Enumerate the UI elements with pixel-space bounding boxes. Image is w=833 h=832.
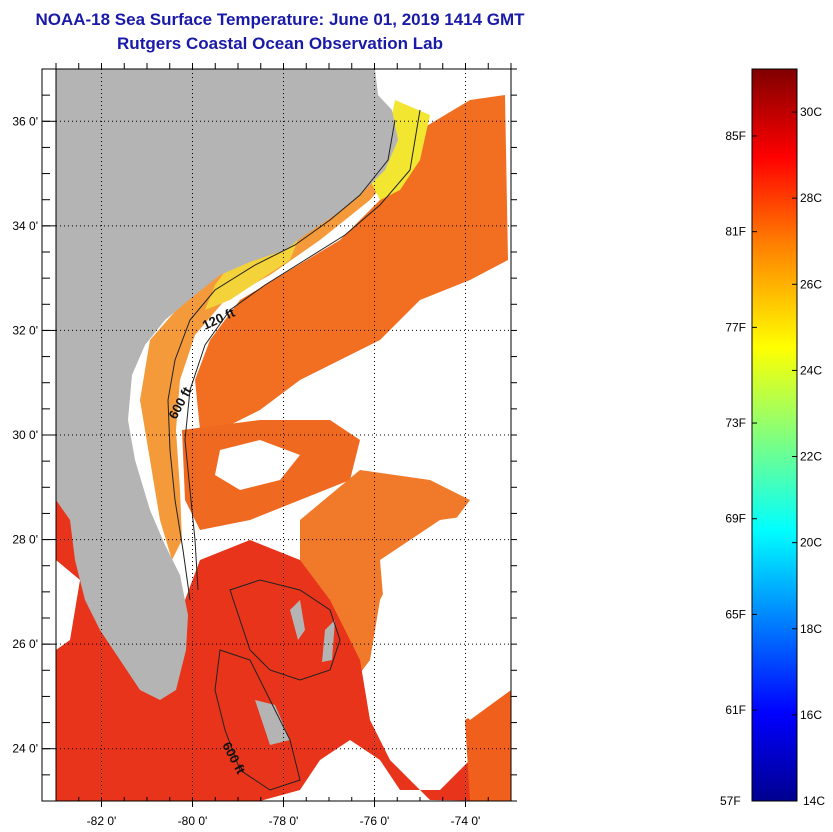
latitude-tick-label: 26 0' [12,637,38,651]
colorbar-celsius-label: 28C [800,191,822,205]
latitude-tick-label: 36 0' [12,114,38,128]
colorbar-fahrenheit-label: 65F [725,607,746,621]
sst-field-north [195,95,508,430]
colorbar-celsius-label: 20C [800,536,822,550]
sst-field-southeast [465,690,511,801]
map-title: NOAA-18 Sea Surface Temperature: June 01… [35,10,525,29]
colorbar-fahrenheit-label: 77F [725,320,746,334]
latitude-tick-label: 34 0' [12,219,38,233]
colorbar-fahrenheit-label: 73F [725,416,746,430]
land-mass [56,69,398,700]
colorbar-gradient [751,68,798,802]
bahamas-island [290,600,305,640]
colorbar-bottom-celsius-label: 14C [803,794,825,808]
colorbar-celsius-label: 18C [800,622,822,636]
map-subtitle: Rutgers Coastal Ocean Observation Lab [117,34,443,53]
colorbar-fahrenheit-label: 69F [725,512,746,526]
contour-bahamas [214,649,301,791]
cloud-patch [215,440,300,490]
contour-bahamas [229,579,341,681]
latitude-tick-label: 24 0' [12,742,38,756]
colorbar-fahrenheit-label: 81F [725,225,746,239]
longitude-tick-label: -76 0' [360,814,390,828]
colorbar-fahrenheit-label: 85F [725,129,746,143]
cloud-patch [350,320,511,480]
longitude-tick-label: -78 0' [269,814,299,828]
cloud-patch [380,510,511,720]
map-axes: -82 0' -80 0' -78 0' -76 0' -74 0' 24 0' 26 0'… [12,63,517,828]
cloud-patch [56,560,80,650]
colorbar-celsius-label: 22C [800,450,822,464]
longitude-tick-label: -80 0' [178,814,208,828]
colorbar-fahrenheit-label: 61F [725,703,746,717]
colorbar-celsius-label: 16C [800,708,822,722]
longitude-tick-label: -74 0' [451,814,481,828]
cool-nearshore-north [370,100,430,200]
latitude-tick-label: 32 0' [12,323,38,337]
colorbar-bottom-fahrenheit-label: 57F [720,794,741,808]
map-panel [56,69,511,801]
contour-600ft [184,109,421,591]
colorbar-celsius-label: 26C [800,277,822,291]
bahamas-island [322,620,335,662]
colorbar-celsius-label: 24C [800,363,822,377]
longitude-tick-label: -82 0' [87,814,117,828]
latitude-tick-label: 28 0' [12,533,38,547]
bahamas-island [255,700,290,745]
contour-120ft [167,119,396,601]
colorbar-ticks: 16C 18C 20C 22C 24C 26C 28C 30C 61F 65F 69F 73F 77F 8… [725,105,822,722]
latitude-tick-label: 30 0' [12,428,38,442]
cool-nearshore-carolina [205,235,300,310]
colorbar-celsius-label: 30C [800,105,822,119]
